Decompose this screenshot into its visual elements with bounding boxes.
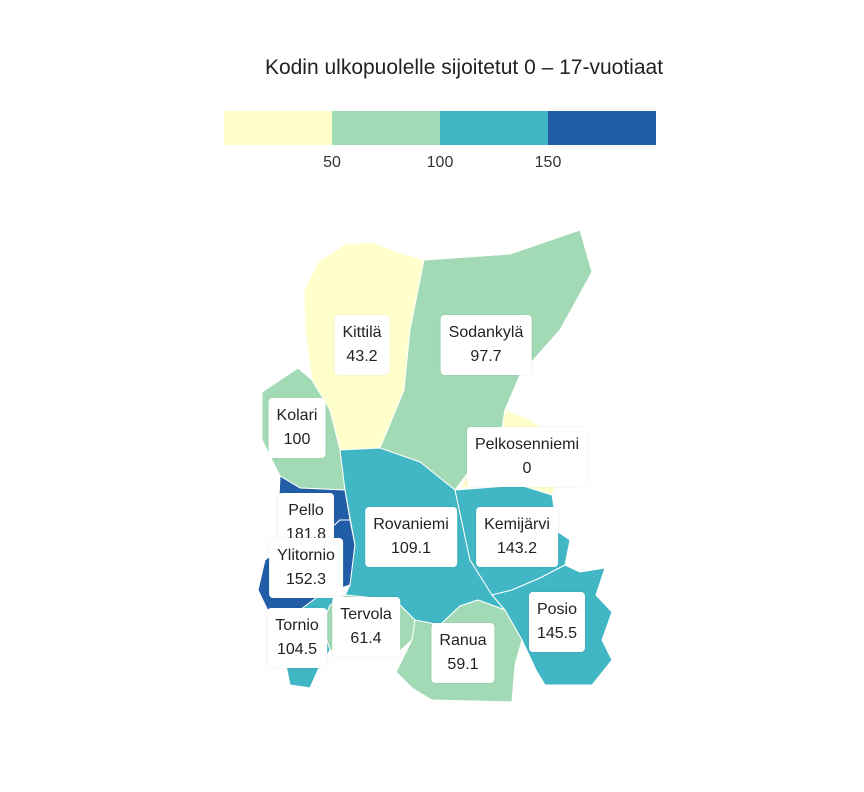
label-ranua-name: Ranua xyxy=(439,632,487,649)
legend-ticks: 50 100 150 xyxy=(224,154,656,176)
label-pello-name: Pello xyxy=(288,502,324,519)
label-ranua-value: 59.1 xyxy=(447,656,479,673)
label-rovaniemi-name: Rovaniemi xyxy=(373,516,449,533)
label-kolari-name: Kolari xyxy=(276,407,318,424)
label-posio-name: Posio xyxy=(536,601,578,618)
legend-tick-50: 50 xyxy=(323,154,341,171)
label-pelkosenniemi-name: Pelkosenniemi xyxy=(474,436,580,453)
legend-swatch-1 xyxy=(224,111,332,145)
label-kolari-value: 100 xyxy=(283,431,311,448)
label-tornio-name: Tornio xyxy=(275,617,319,634)
legend-swatch-4 xyxy=(548,111,656,145)
label-posio: Posio 145.5 xyxy=(528,592,586,652)
label-ylitornio-value: 152.3 xyxy=(285,571,327,588)
label-kittila-value: 43.2 xyxy=(346,348,378,365)
label-ranua: Ranua 59.1 xyxy=(431,623,495,683)
label-kemijarvi-name: Kemijärvi xyxy=(484,516,550,533)
map-title: Kodin ulkopuolelle sijoitetut 0 – 17-vuo… xyxy=(264,56,664,79)
label-sodankyla-value: 97.7 xyxy=(470,348,502,365)
label-kolari: Kolari 100 xyxy=(268,398,326,458)
label-sodankyla-name: Sodankylä xyxy=(448,324,524,341)
legend-tick-150: 150 xyxy=(534,154,562,171)
label-kemijarvi: Kemijärvi 143.2 xyxy=(476,507,558,567)
label-tornio: Tornio 104.5 xyxy=(267,608,327,668)
label-rovaniemi: Rovaniemi 109.1 xyxy=(365,507,457,567)
label-posio-value: 145.5 xyxy=(536,625,578,642)
legend-swatch-2 xyxy=(332,111,440,145)
label-kittila: Kittilä 43.2 xyxy=(334,315,390,375)
label-rovaniemi-value: 109.1 xyxy=(390,540,432,557)
label-tervola-name: Tervola xyxy=(340,606,392,623)
label-kemijarvi-value: 143.2 xyxy=(496,540,538,557)
label-ylitornio-name: Ylitornio xyxy=(277,547,335,564)
label-tervola-value: 61.4 xyxy=(350,630,382,647)
label-sodankyla: Sodankylä 97.7 xyxy=(440,315,532,375)
label-pelkosenniemi: Pelkosenniemi 0 xyxy=(466,427,588,487)
legend-tick-100: 100 xyxy=(426,154,454,171)
legend-swatch-3 xyxy=(440,111,548,145)
label-pelkosenniemi-value: 0 xyxy=(522,460,532,477)
label-kittila-name: Kittilä xyxy=(342,324,382,341)
label-tervola: Tervola 61.4 xyxy=(332,597,400,657)
color-legend xyxy=(224,111,656,145)
label-tornio-value: 104.5 xyxy=(276,641,318,658)
label-ylitornio: Ylitornio 152.3 xyxy=(269,538,343,598)
